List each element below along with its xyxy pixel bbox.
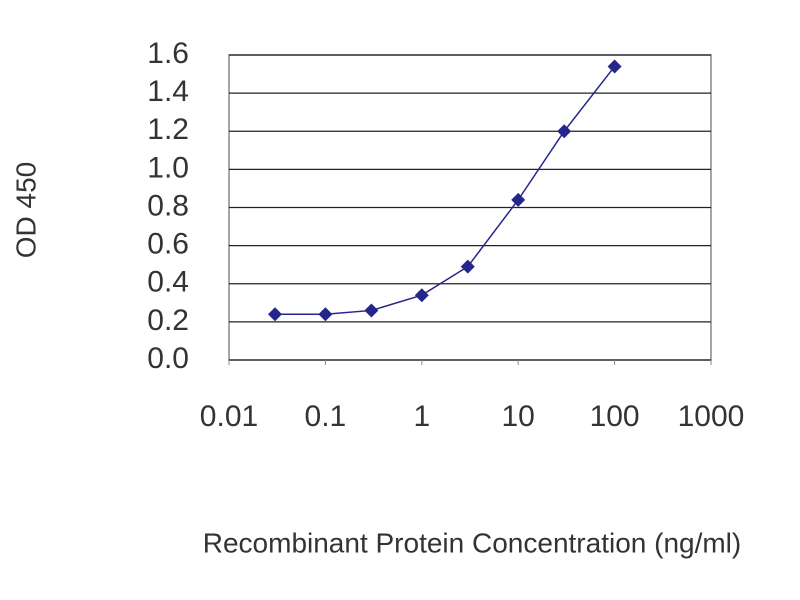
- data-point: [460, 259, 475, 274]
- x-axis-label: Recombinant Protein Concentration (ng/ml…: [203, 527, 741, 558]
- y-tick-label: 0.2: [147, 304, 189, 337]
- y-tick-label: 1.4: [147, 75, 189, 108]
- y-tick-label: 0.6: [147, 228, 189, 261]
- y-tick-label: 0.0: [147, 342, 189, 375]
- y-tick-label: 0.8: [147, 189, 189, 222]
- x-tick-label: 10: [502, 400, 535, 433]
- data-point: [511, 192, 526, 207]
- data-point: [607, 59, 622, 74]
- x-tick-label: 0.01: [200, 400, 258, 433]
- x-tick-label: 1: [413, 400, 430, 433]
- data-point: [318, 307, 333, 322]
- y-tick-label: 0.4: [147, 266, 189, 299]
- y-axis-label: OD 450: [10, 162, 41, 259]
- series-line: [274, 65, 616, 315]
- data-point: [267, 307, 282, 322]
- y-tick-label: 1.0: [147, 151, 189, 184]
- x-tick-label: 100: [590, 400, 640, 433]
- x-tick-label: 0.1: [305, 400, 347, 433]
- data-point: [364, 303, 379, 318]
- data-point: [414, 288, 429, 303]
- data-point: [557, 124, 572, 139]
- y-tick-label: 1.6: [147, 37, 189, 70]
- x-tick-label: 1000: [678, 400, 745, 433]
- y-tick-label: 1.2: [147, 113, 189, 146]
